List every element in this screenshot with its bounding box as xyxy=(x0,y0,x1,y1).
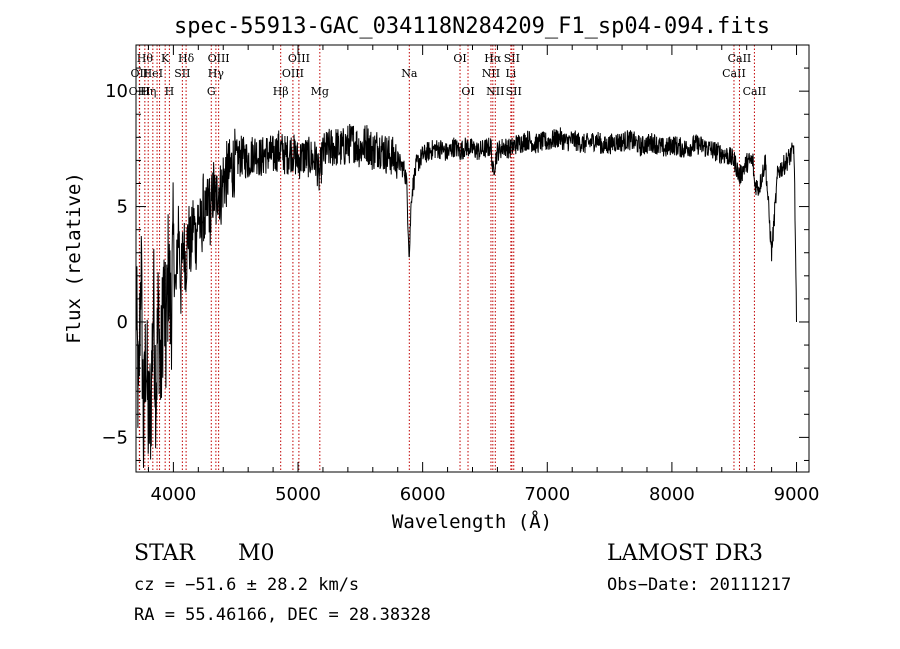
y-axis-label: Flux (relative) xyxy=(63,172,85,344)
y-tick-label: 0 xyxy=(117,312,128,333)
line-marker-label: NII xyxy=(482,67,500,80)
line-marker-label: OI xyxy=(453,52,466,65)
line-marker-label: Mg xyxy=(311,85,329,98)
line-marker-label: CaII xyxy=(728,52,752,65)
spectrum-line xyxy=(135,123,797,468)
line-marker-label: Hδ xyxy=(178,52,195,65)
x-tick-label: 8000 xyxy=(649,484,695,505)
line-marker-label: CaII xyxy=(743,85,767,98)
y-tick-label: −5 xyxy=(101,427,128,448)
line-marker-label: Na xyxy=(401,67,418,80)
coordinates: RA = 55.46166, DEC = 28.38328 xyxy=(134,605,431,625)
redshift-velocity: cz = −51.6 ± 28.2 km/s xyxy=(134,575,359,595)
line-marker-label: Hβ xyxy=(273,85,289,98)
x-tick-label: 7000 xyxy=(524,484,570,505)
line-marker-label: SII xyxy=(504,52,520,65)
x-tick-label: 9000 xyxy=(774,484,820,505)
survey-name: LAMOST DR3 xyxy=(607,541,763,566)
line-marker-label: NII xyxy=(486,85,504,98)
line-marker-label: CaII xyxy=(722,67,746,80)
line-marker-label: OIII xyxy=(282,67,304,80)
line-marker-label: OIII xyxy=(288,52,310,65)
object-class: STAR xyxy=(134,541,196,566)
observation-date: Obs−Date: 20111217 xyxy=(607,575,791,595)
line-marker-label: SII xyxy=(174,67,190,80)
x-tick-label: 5000 xyxy=(275,484,321,505)
line-marker-label: Hη xyxy=(140,85,156,98)
x-tick-label: 4000 xyxy=(150,484,196,505)
line-marker-label: OIII xyxy=(208,52,230,65)
line-marker-label: SII xyxy=(506,85,522,98)
object-subclass: M0 xyxy=(238,541,275,566)
spectral-line-markers: HθOIIOIIIHηHeIKHSIIHδGHγOIIIHβOIIIOIIIMg… xyxy=(129,45,767,472)
line-marker-label: Hα xyxy=(484,52,502,65)
line-marker-label: OI xyxy=(461,85,474,98)
line-marker-label: Hθ xyxy=(137,52,154,65)
line-marker-label: Hγ xyxy=(208,67,225,80)
line-marker-label: HeI xyxy=(143,67,163,80)
line-marker-label: G xyxy=(207,85,216,98)
y-axis-ticks: −5 0 5 10 xyxy=(101,67,809,461)
x-axis-ticks: 4000 5000 6000 7000 8000 9000 xyxy=(147,45,820,505)
y-tick-label: 10 xyxy=(105,81,128,102)
line-marker-label: K xyxy=(161,52,170,65)
x-axis-label: Wavelength (Å) xyxy=(392,510,552,533)
x-tick-label: 6000 xyxy=(400,484,446,505)
y-tick-label: 5 xyxy=(117,197,128,218)
chart-title: spec-55913-GAC_034118N284209_F1_sp04-094… xyxy=(174,14,770,39)
plot-frame xyxy=(135,44,810,473)
line-marker-label: Li xyxy=(505,67,516,80)
line-marker-label: H xyxy=(165,85,175,98)
